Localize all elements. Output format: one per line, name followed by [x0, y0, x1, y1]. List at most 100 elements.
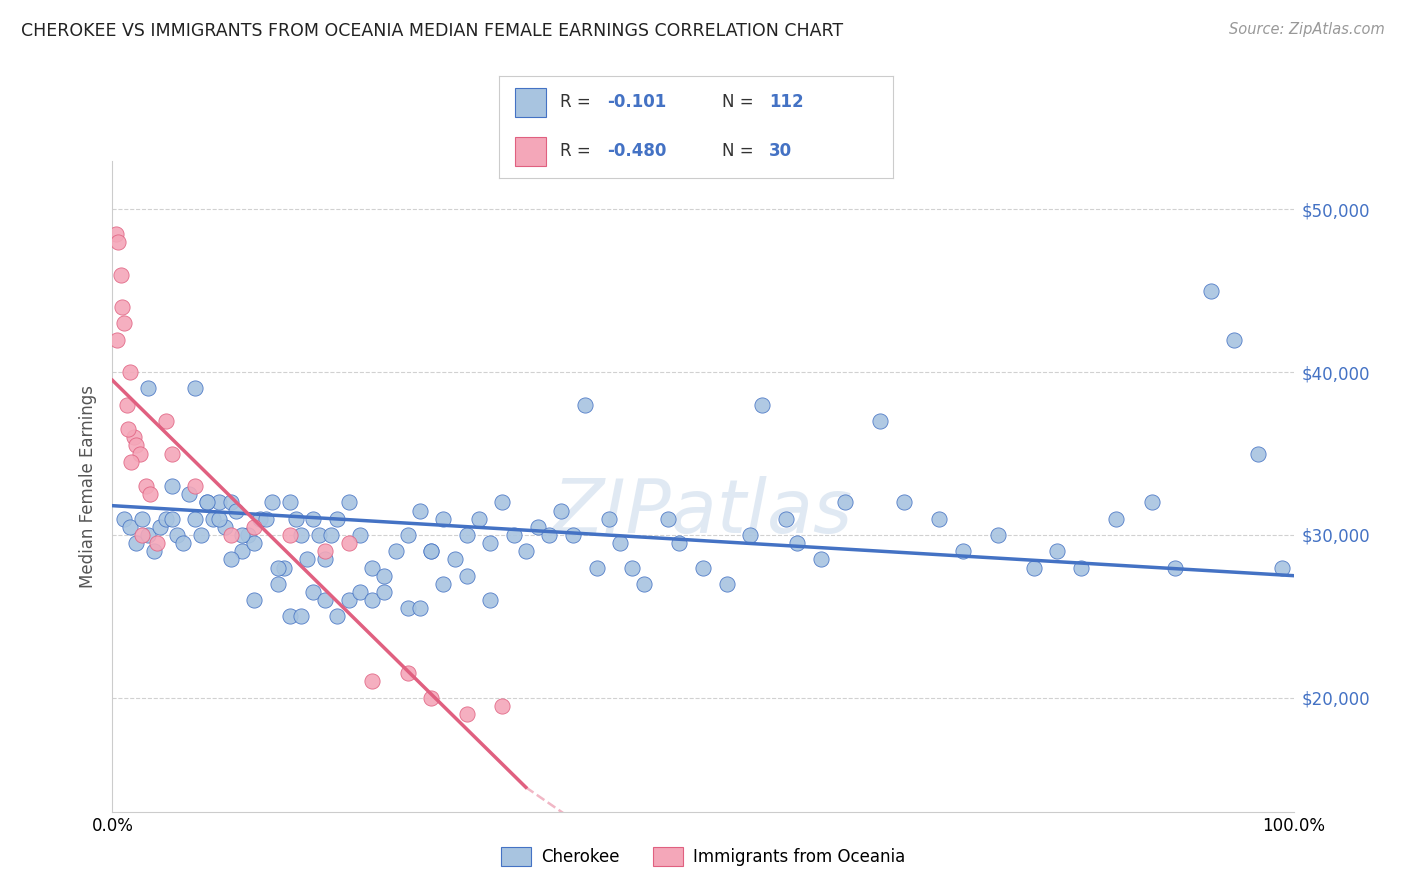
Text: Source: ZipAtlas.com: Source: ZipAtlas.com [1229, 22, 1385, 37]
Point [550, 503, 572, 517]
Text: 30: 30 [769, 142, 792, 161]
Point [190, 528, 212, 542]
Point [786, 536, 808, 550]
Point [479, 536, 502, 550]
Point [668, 536, 690, 550]
Point [273, 560, 295, 574]
Point [238, 528, 260, 542]
Point [160, 479, 183, 493]
Point [1022, 560, 1045, 574]
Point [139, 487, 162, 501]
Point [278, 528, 301, 542]
Point [337, 495, 360, 509]
Point [716, 577, 738, 591]
Point [308, 528, 330, 542]
Point [621, 560, 644, 574]
Point [105, 333, 128, 347]
Point [775, 512, 797, 526]
Point [526, 520, 548, 534]
Point [267, 577, 290, 591]
Point [160, 512, 183, 526]
Point [122, 430, 145, 444]
Point [456, 528, 478, 542]
Point [125, 438, 148, 452]
Point [893, 495, 915, 509]
Point [609, 536, 631, 550]
Point [225, 503, 247, 517]
Point [598, 512, 620, 526]
Point [149, 520, 172, 534]
Point [120, 520, 142, 534]
Point [120, 365, 142, 379]
Point [184, 479, 207, 493]
Point [111, 300, 134, 314]
Point [515, 544, 537, 558]
Point [337, 536, 360, 550]
Point [146, 536, 169, 550]
Point [107, 235, 129, 249]
Point [420, 544, 443, 558]
Point [692, 560, 714, 574]
Point [231, 528, 253, 542]
Text: N =: N = [721, 142, 754, 161]
Point [314, 552, 336, 566]
Point [195, 495, 218, 509]
Point [260, 495, 283, 509]
Point [172, 536, 194, 550]
Point [467, 512, 489, 526]
Point [432, 577, 454, 591]
Point [184, 382, 207, 396]
Point [420, 690, 443, 705]
Point [297, 552, 319, 566]
Point [361, 560, 384, 574]
Point [208, 495, 231, 509]
Point [128, 446, 150, 460]
Point [751, 398, 773, 412]
Point [1271, 560, 1294, 574]
Point [302, 512, 325, 526]
Point [142, 544, 165, 558]
Point [456, 568, 478, 582]
Point [1223, 333, 1246, 347]
Point [444, 552, 467, 566]
Point [928, 512, 950, 526]
Point [503, 528, 526, 542]
Point [810, 552, 832, 566]
Point [952, 544, 974, 558]
Point [585, 560, 607, 574]
Point [869, 414, 891, 428]
Point [562, 528, 585, 542]
Point [195, 495, 218, 509]
Point [314, 593, 336, 607]
Point [326, 609, 349, 624]
Bar [515, 137, 547, 166]
Point [740, 528, 762, 542]
Point [155, 512, 177, 526]
Point [479, 593, 502, 607]
Text: ZIPatlas: ZIPatlas [553, 476, 853, 549]
Point [219, 528, 242, 542]
Point [290, 528, 312, 542]
Point [115, 398, 138, 412]
Point [112, 317, 135, 331]
Point [201, 512, 224, 526]
Text: R =: R = [560, 93, 591, 111]
Point [267, 560, 290, 574]
Point [131, 512, 153, 526]
Point [208, 512, 231, 526]
Point [1046, 544, 1069, 558]
Point [319, 528, 342, 542]
Point [179, 487, 201, 501]
Point [302, 585, 325, 599]
Text: CHEROKEE VS IMMIGRANTS FROM OCEANIA MEDIAN FEMALE EARNINGS CORRELATION CHART: CHEROKEE VS IMMIGRANTS FROM OCEANIA MEDI… [21, 22, 844, 40]
Point [214, 520, 236, 534]
Point [1140, 495, 1163, 509]
Point [184, 512, 207, 526]
Point [361, 593, 384, 607]
Point [254, 512, 277, 526]
Point [633, 577, 655, 591]
Point [349, 528, 371, 542]
Point [160, 446, 183, 460]
Point [110, 268, 132, 282]
Point [834, 495, 856, 509]
